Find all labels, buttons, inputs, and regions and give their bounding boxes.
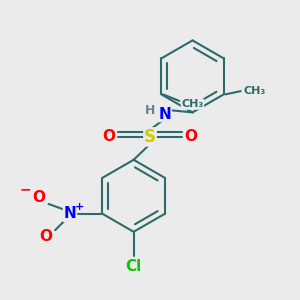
Text: CH₃: CH₃: [181, 99, 204, 109]
Text: O: O: [103, 129, 116, 144]
Text: O: O: [39, 229, 52, 244]
Text: +: +: [74, 202, 84, 212]
Text: Cl: Cl: [125, 259, 142, 274]
Text: −: −: [20, 182, 32, 196]
Text: O: O: [32, 190, 45, 205]
Text: N: N: [64, 206, 76, 221]
Text: H: H: [145, 104, 155, 117]
Text: CH₃: CH₃: [244, 86, 266, 96]
Text: O: O: [184, 129, 197, 144]
Text: S: S: [144, 128, 156, 146]
Text: N: N: [158, 106, 171, 122]
